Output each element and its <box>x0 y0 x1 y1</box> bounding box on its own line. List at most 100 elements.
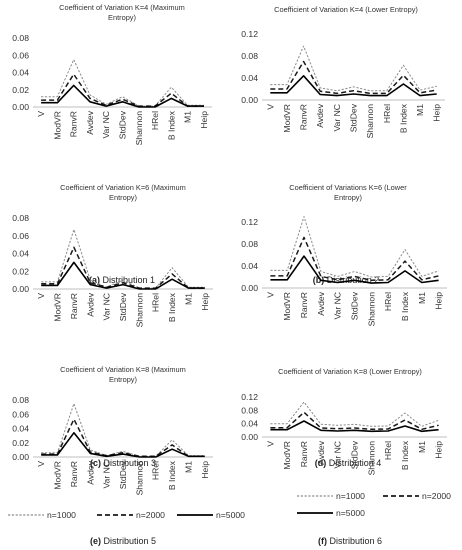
x-category-label: Shannon <box>134 111 144 146</box>
y-tick-label: 0.12 <box>241 217 258 227</box>
series-line-n1000 <box>41 403 205 457</box>
x-category-label: Shannon <box>366 292 376 327</box>
x-category-label: ModVR <box>282 104 292 133</box>
x-category-label: Avdev <box>315 103 325 127</box>
x-category-label: Heip <box>434 292 444 310</box>
x-category-label: StdDev <box>118 110 128 139</box>
x-category-label: Shannon <box>134 293 144 328</box>
x-category-label: RanvR <box>299 441 309 467</box>
x-category-label: Shannon <box>365 104 375 139</box>
y-tick-label: 0.02 <box>12 438 29 448</box>
x-category-label: V <box>36 111 46 117</box>
panel-caption: (d) Distribution 4 <box>315 458 382 468</box>
x-category-label: Var NC <box>102 293 112 321</box>
x-category-label: StdDev <box>118 460 128 489</box>
x-category-label: M1 <box>417 441 427 453</box>
chart-title-line: Coefficient of Variation K=8 (Maximum <box>60 365 186 374</box>
y-tick-label: 0.04 <box>12 68 29 78</box>
x-category-label: ModVR <box>52 111 62 140</box>
x-category-label: Heip <box>432 104 442 122</box>
series-line-n5000 <box>41 84 204 108</box>
x-category-label: Var NC <box>333 441 343 469</box>
x-category-label: B Index <box>400 440 410 470</box>
x-category-label: StdDev <box>350 291 360 320</box>
chart-panel-5: Coefficient of Variation K=8 (MaximumEnt… <box>12 365 213 546</box>
x-category-label: V <box>265 441 275 447</box>
caption-text: Distribution 4 <box>326 458 381 468</box>
x-category-label: Avdev <box>85 460 95 484</box>
y-tick-label: 0.00 <box>12 284 29 294</box>
x-category-label: M1 <box>183 461 193 473</box>
y-tick-label: 0.08 <box>12 213 29 223</box>
series-line-n1000 <box>41 229 205 289</box>
y-tick-label: 0.08 <box>241 405 258 415</box>
legend-label: n=5000 <box>336 508 365 518</box>
series-line-n1000 <box>270 401 439 427</box>
y-tick-label: 0.04 <box>12 424 29 434</box>
legend-label: n=1000 <box>336 491 365 501</box>
series-line-n2000 <box>41 246 205 289</box>
series-line-n1000 <box>270 45 437 92</box>
chart-panel-2: Coefficient of Variation K=4 (Lower Entr… <box>241 5 445 285</box>
x-category-label: V <box>265 292 275 298</box>
x-category-label: M1 <box>415 104 425 116</box>
x-category-label: Avdev <box>85 110 95 134</box>
legend-label: n=1000 <box>47 510 76 520</box>
y-tick-label: 0.00 <box>241 432 258 442</box>
x-category-label: B Index <box>400 291 410 321</box>
caption-letter: (e) <box>90 536 101 546</box>
x-category-label: RanvR <box>69 111 79 137</box>
y-tick-label: 0.06 <box>12 50 29 60</box>
caption-letter: (f) <box>318 536 327 546</box>
x-category-label: RanvR <box>69 461 79 487</box>
x-category-label: Var NC <box>332 104 342 132</box>
y-tick-label: 0.02 <box>12 85 29 95</box>
x-category-label: ModVR <box>53 461 63 490</box>
chart-title-line: Entropy) <box>109 375 137 384</box>
chart-panel-1: Coefficient of Variation K=4 (MaximumEnt… <box>12 3 212 285</box>
x-category-label: StdDev <box>350 440 360 469</box>
x-category-label: Var NC <box>102 461 112 489</box>
caption-text: Distribution 5 <box>101 536 156 546</box>
y-tick-label: 0.02 <box>12 266 29 276</box>
y-tick-label: 0.08 <box>12 33 29 43</box>
y-tick-label: 0.00 <box>241 95 258 105</box>
caption-text: Distribution 1 <box>100 275 155 285</box>
series-line-n5000 <box>270 420 439 433</box>
chart-panel-4: Coefficient of Variations K=6 (LowerEntr… <box>241 183 447 468</box>
x-category-label: RanvR <box>299 104 309 130</box>
chart-title-line: Coefficient of Variation K=4 (Lower Entr… <box>274 5 418 14</box>
caption-text: Distribution 6 <box>327 536 382 546</box>
series-line-n2000 <box>41 418 205 458</box>
x-category-label: ModVR <box>282 441 292 470</box>
x-category-label: Avdev <box>85 292 95 316</box>
x-category-label: StdDev <box>349 103 359 132</box>
x-category-label: RanvR <box>299 292 309 318</box>
series-line-n2000 <box>270 236 439 282</box>
x-category-label: Var NC <box>333 292 343 320</box>
series-line-n1000 <box>270 216 439 278</box>
x-category-label: StdDev <box>118 292 128 321</box>
chart-panel-6: Coefficient of Variation K=8 (Lower Entr… <box>241 367 447 546</box>
y-tick-label: 0.06 <box>12 231 29 241</box>
panel-caption: (c) Distribution 3 <box>90 458 156 468</box>
panel-caption: (a) Distribution 1 <box>89 275 155 285</box>
chart-panel-3: Coefficient of Variation K=6 (MaximumEnt… <box>12 183 213 468</box>
x-category-label: ModVR <box>282 292 292 321</box>
x-category-label: M1 <box>183 111 193 123</box>
y-tick-label: 0.12 <box>241 392 258 402</box>
x-category-label: Heip <box>200 293 210 311</box>
x-category-label: Var NC <box>101 111 111 139</box>
y-tick-label: 0.12 <box>241 29 258 39</box>
y-tick-label: 0.08 <box>12 395 29 405</box>
x-category-label: Avdev <box>316 291 326 315</box>
y-tick-label: 0.08 <box>241 239 258 249</box>
caption-text: Distribution 3 <box>101 458 156 468</box>
x-category-label: B Index <box>398 103 408 133</box>
chart-title-line: Entropy) <box>108 13 136 22</box>
x-category-label: Heip <box>199 111 209 129</box>
series-line-n5000 <box>41 261 205 290</box>
x-category-label: B Index <box>166 110 176 140</box>
series-line-n5000 <box>270 75 437 97</box>
